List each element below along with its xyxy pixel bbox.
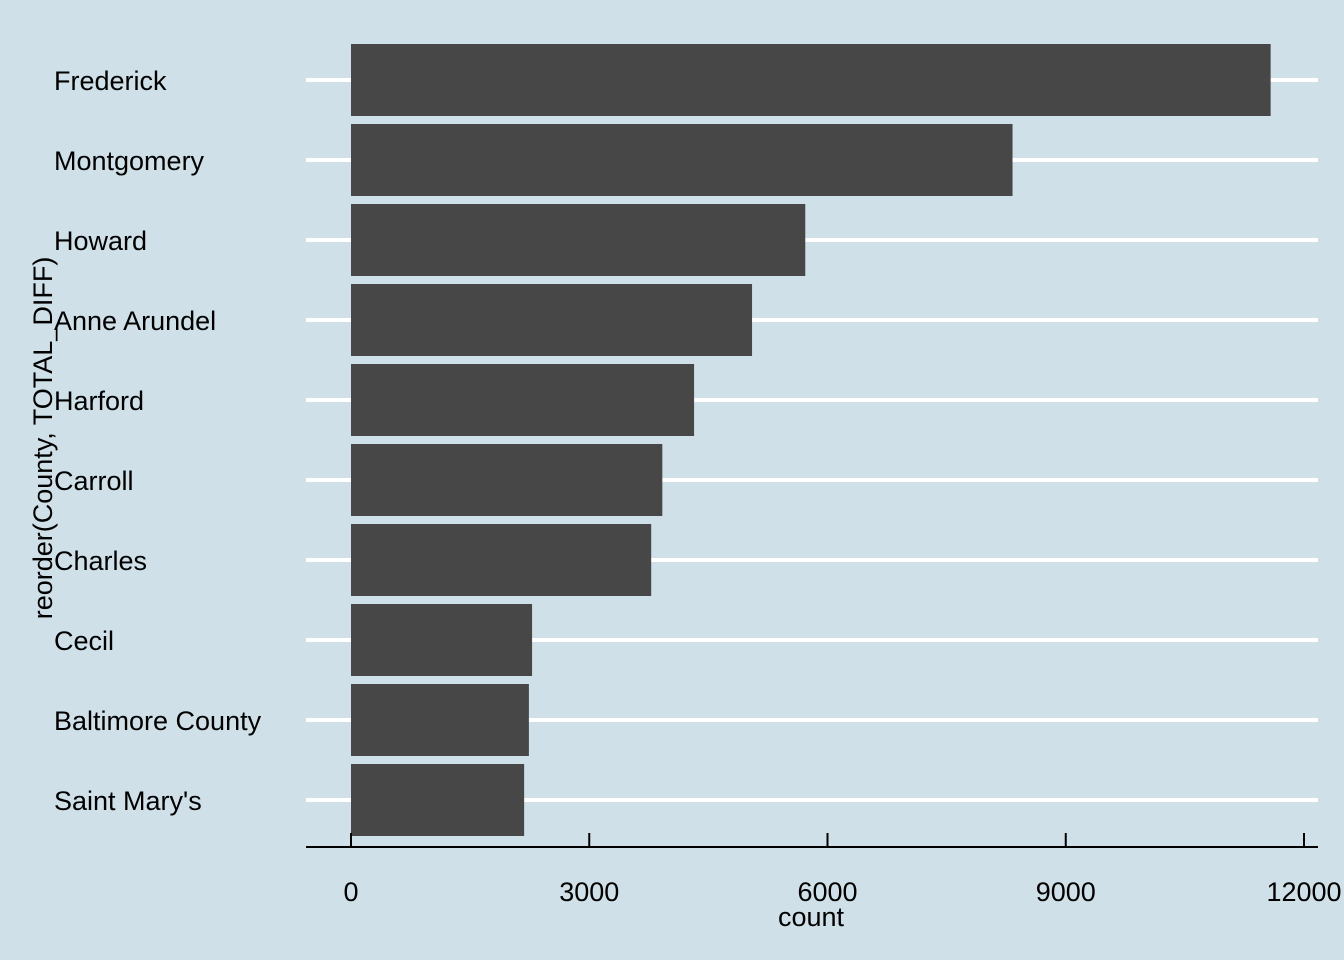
bar (351, 604, 533, 676)
bar (351, 684, 529, 756)
bar (351, 364, 695, 436)
bar (351, 124, 1013, 196)
category-label: Saint Mary's (54, 786, 202, 816)
category-label: Howard (54, 226, 147, 256)
x-axis-title: count (778, 902, 845, 932)
y-axis-title: reorder(County, TOTAL_DIFF) (28, 257, 58, 620)
x-axis-ticks: 0 3000 6000 9000 12000 (343, 833, 1342, 907)
category-label: Anne Arundel (54, 306, 216, 336)
category-labels: Frederick Montgomery Howard Anne Arundel Har… (54, 66, 262, 816)
bar (351, 44, 1271, 116)
bar (351, 444, 663, 516)
x-tick-label: 9000 (1036, 877, 1096, 907)
x-tick-label: 12000 (1266, 877, 1341, 907)
bar (351, 764, 525, 836)
bar (351, 284, 753, 356)
category-label: Cecil (54, 626, 114, 656)
category-label: Harford (54, 386, 144, 416)
category-label: Carroll (54, 466, 134, 496)
category-label: Charles (54, 546, 147, 576)
category-label: Frederick (54, 66, 167, 96)
bar (351, 204, 806, 276)
bars (351, 44, 1271, 836)
x-tick-label: 3000 (559, 877, 619, 907)
bar (351, 524, 652, 596)
x-tick-label: 0 (343, 877, 358, 907)
category-label: Montgomery (54, 146, 205, 176)
x-tick-label: 6000 (797, 877, 857, 907)
category-label: Baltimore County (54, 706, 262, 736)
